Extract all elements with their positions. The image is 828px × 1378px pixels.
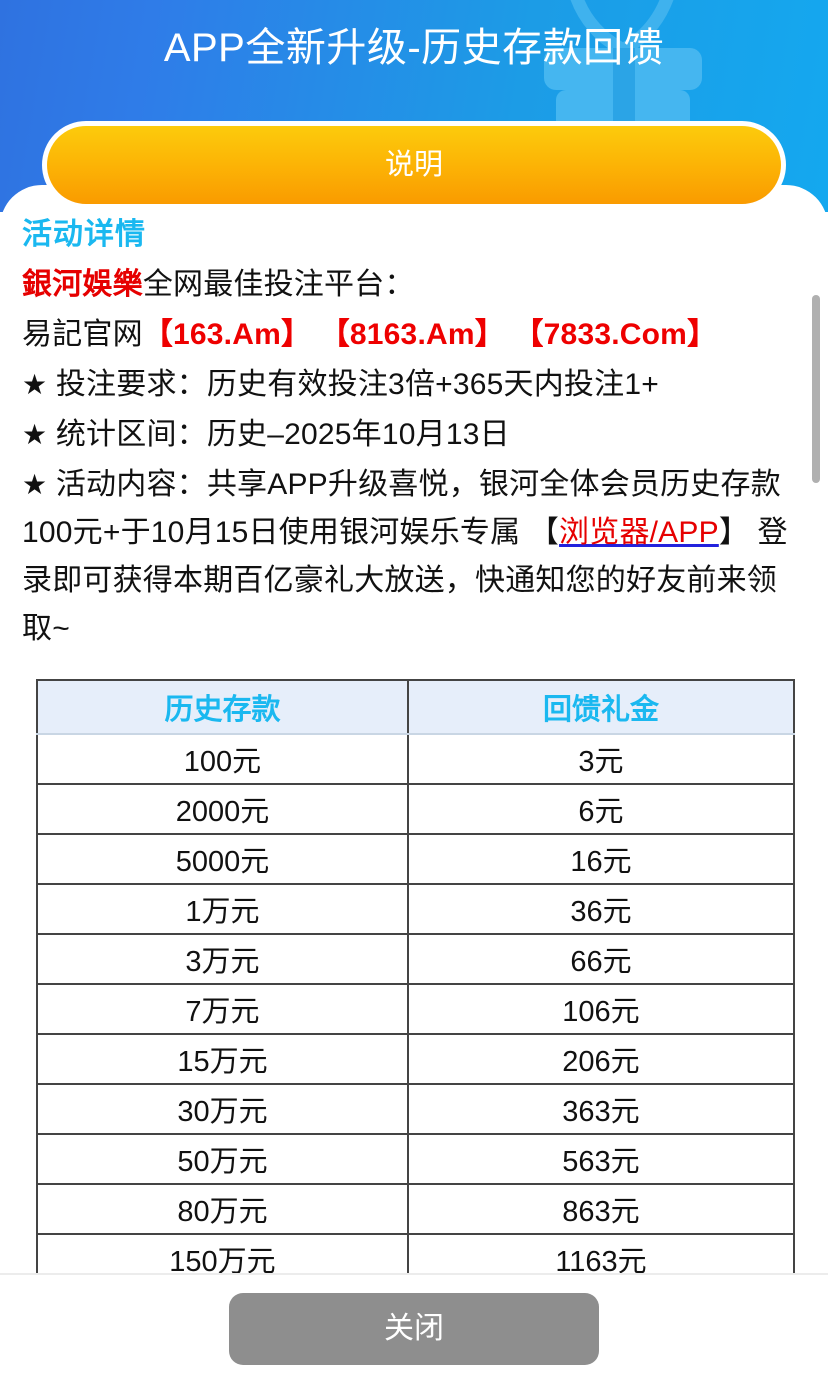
bullet-activity-content-text-1: 共享APP升级喜悦，银河全体会员历史存款100元+于10月15日使用银河娱乐专属… [22, 468, 781, 549]
cell-reward: 363元 [407, 1083, 795, 1135]
official-url-2: 【8163.Am】 [319, 318, 505, 351]
cell-reward: 863元 [407, 1183, 795, 1235]
cell-reward: 106元 [407, 983, 795, 1035]
table-row: 3万元 66元 [36, 933, 795, 985]
cell-reward: 36元 [407, 883, 795, 935]
table-row: 15万元 206元 [36, 1033, 795, 1085]
section-title-activity-details: 活动详情 [22, 218, 146, 251]
cell-deposit: 1万元 [36, 883, 409, 935]
bullet-activity-content: ★ 活动内容：共享APP升级喜悦，银河全体会员历史存款100元+于10月15日使… [22, 461, 806, 653]
cell-deposit: 30万元 [36, 1083, 409, 1135]
table-row: 30万元 363元 [36, 1083, 795, 1135]
table-header-row: 历史存款 回馈礼金 [36, 679, 795, 735]
browser-app-link[interactable]: 浏览器/APP [559, 516, 719, 549]
cell-deposit: 2000元 [36, 783, 409, 835]
cell-deposit: 5000元 [36, 833, 409, 885]
bullet-bet-requirement: ★ 投注要求：历史有效投注3倍+365天内投注1+ [22, 361, 806, 409]
cell-deposit: 80万元 [36, 1183, 409, 1235]
content-panel: 活动详情 銀河娛樂全网最佳投注平台： 易記官网【163.Am】 【8163.Am… [0, 185, 828, 1275]
cell-deposit: 100元 [36, 733, 409, 785]
cell-reward: 16元 [407, 833, 795, 885]
brand-tagline-text: 全网最佳投注平台： [142, 268, 415, 301]
bullet-activity-content-text-2: 】 登录即可获得本期百亿豪礼大放送，快通知您的好友前来领取~ [22, 516, 788, 645]
bullet-stat-period: ★ 统计区间：历史–2025年10月13日 [22, 411, 806, 459]
cell-reward: 563元 [407, 1133, 795, 1185]
reward-table: 历史存款 回馈礼金 100元 3元 2000元 6元 5000元 [36, 679, 795, 1273]
cell-reward: 206元 [407, 1033, 795, 1085]
table-body: 100元 3元 2000元 6元 5000元 16元 1万元 36元 [36, 733, 795, 1273]
table-row: 7万元 106元 [36, 983, 795, 1035]
table-row: 50万元 563元 [36, 1133, 795, 1185]
scrollable-content[interactable]: 活动详情 銀河娛樂全网最佳投注平台： 易記官网【163.Am】 【8163.Am… [0, 185, 828, 1273]
table-row: 100元 3元 [36, 733, 795, 785]
cell-deposit: 15万元 [36, 1033, 409, 1085]
official-url-label: 易記官网 [22, 318, 143, 351]
star-icon: ★ [22, 419, 48, 450]
cell-reward: 66元 [407, 933, 795, 985]
cell-deposit: 7万元 [36, 983, 409, 1035]
brand-tagline-line: 銀河娛樂全网最佳投注平台： [22, 261, 806, 309]
footer-bar: 关闭 [0, 1273, 828, 1378]
cell-reward: 1163元 [407, 1233, 795, 1273]
official-urls-line: 易記官网【163.Am】 【8163.Am】 【7833.Com】 [22, 311, 806, 359]
table-row: 2000元 6元 [36, 783, 795, 835]
bullet-activity-content-label: 活动内容： [55, 468, 207, 501]
star-icon: ★ [22, 469, 48, 500]
table-row: 5000元 16元 [36, 833, 795, 885]
cell-deposit: 3万元 [36, 933, 409, 985]
page-title: APP全新升级-历史存款回馈 [163, 26, 665, 70]
table-header-reward: 回馈礼金 [407, 679, 795, 735]
table-row: 80万元 863元 [36, 1183, 795, 1235]
cell-deposit: 150万元 [36, 1233, 409, 1273]
scrollbar-thumb[interactable] [812, 295, 820, 483]
brand-name: 銀河娛樂 [22, 268, 143, 301]
official-url-3: 【7833.Com】 [513, 318, 718, 351]
bullet-stat-period-label: 统计区间： [55, 418, 207, 451]
table-row: 150万元 1163元 [36, 1233, 795, 1273]
star-icon: ★ [22, 369, 48, 400]
explain-button[interactable]: 说明 [42, 121, 786, 209]
cell-reward: 6元 [407, 783, 795, 835]
table-row: 1万元 36元 [36, 883, 795, 935]
table-header-deposit: 历史存款 [36, 679, 409, 735]
cell-deposit: 50万元 [36, 1133, 409, 1185]
cell-reward: 3元 [407, 733, 795, 785]
official-url-1: 【163.Am】 [142, 318, 312, 351]
bullet-bet-requirement-label: 投注要求： [55, 368, 207, 401]
bullet-stat-period-text: 历史–2025年10月13日 [206, 418, 510, 451]
bullet-bet-requirement-text: 历史有效投注3倍+365天内投注1+ [206, 368, 659, 401]
close-button[interactable]: 关闭 [229, 1293, 599, 1365]
